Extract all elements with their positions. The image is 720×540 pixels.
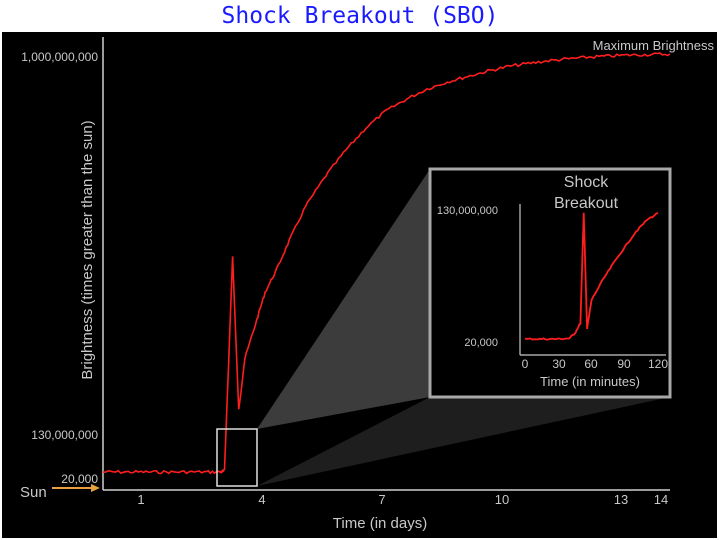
zoom-highlight-box: [216, 428, 258, 487]
zoom-beam-lower: [257, 397, 670, 486]
x-axis-title: Time (in days): [333, 515, 427, 532]
x-tick-label: 14: [654, 492, 668, 507]
max-brightness-label: Maximum Brightness: [593, 38, 715, 53]
zoom-beam-upper: [257, 169, 430, 429]
x-tick-label: 13: [614, 492, 628, 507]
slide-title: Shock Breakout (SBO): [221, 3, 499, 29]
y-tick-label-bottom: 20,000: [61, 472, 98, 486]
sun-arrow-icon: [91, 484, 100, 492]
y-tick-label-top: 1,000,000,000: [21, 50, 98, 64]
main-series-line: [102, 52, 671, 475]
inset-x-tick-label: 0: [522, 357, 529, 371]
y-tick-label-mid: 130,000,000: [31, 428, 98, 442]
inset-title-line1: Shock: [564, 174, 609, 191]
sun-label: Sun: [20, 484, 47, 501]
inset-series-line: [524, 212, 659, 341]
inset-x-tick-label: 90: [617, 357, 631, 371]
y-axis-title: Brightness (times greater than the sun): [79, 120, 96, 379]
x-tick-label: 10: [495, 492, 509, 507]
inset-y-tick-label: 130,000,000: [437, 205, 498, 217]
x-tick-label: 1: [137, 492, 144, 507]
inset-x-tick-label: 30: [552, 357, 566, 371]
x-tick-label: 4: [258, 492, 265, 507]
inset-y-tick-label: 20,000: [464, 337, 498, 349]
brightness-chart: 1,000,000,000 130,000,000 20,000 1 4 7 1…: [20, 37, 715, 532]
inset-x-axis-title: Time (in minutes): [540, 374, 640, 389]
inset-x-tick-label: 60: [584, 357, 598, 371]
chart-panel: 1,000,000,000 130,000,000 20,000 1 4 7 1…: [2, 32, 717, 538]
inset-panel: Shock Breakout 130,000,000 20,000 0 30 6…: [428, 167, 672, 399]
inset-x-tick-label: 120: [648, 357, 668, 371]
x-tick-label: 7: [378, 492, 385, 507]
inset-title-line2: Breakout: [554, 195, 619, 212]
inset-frame: [428, 167, 672, 399]
